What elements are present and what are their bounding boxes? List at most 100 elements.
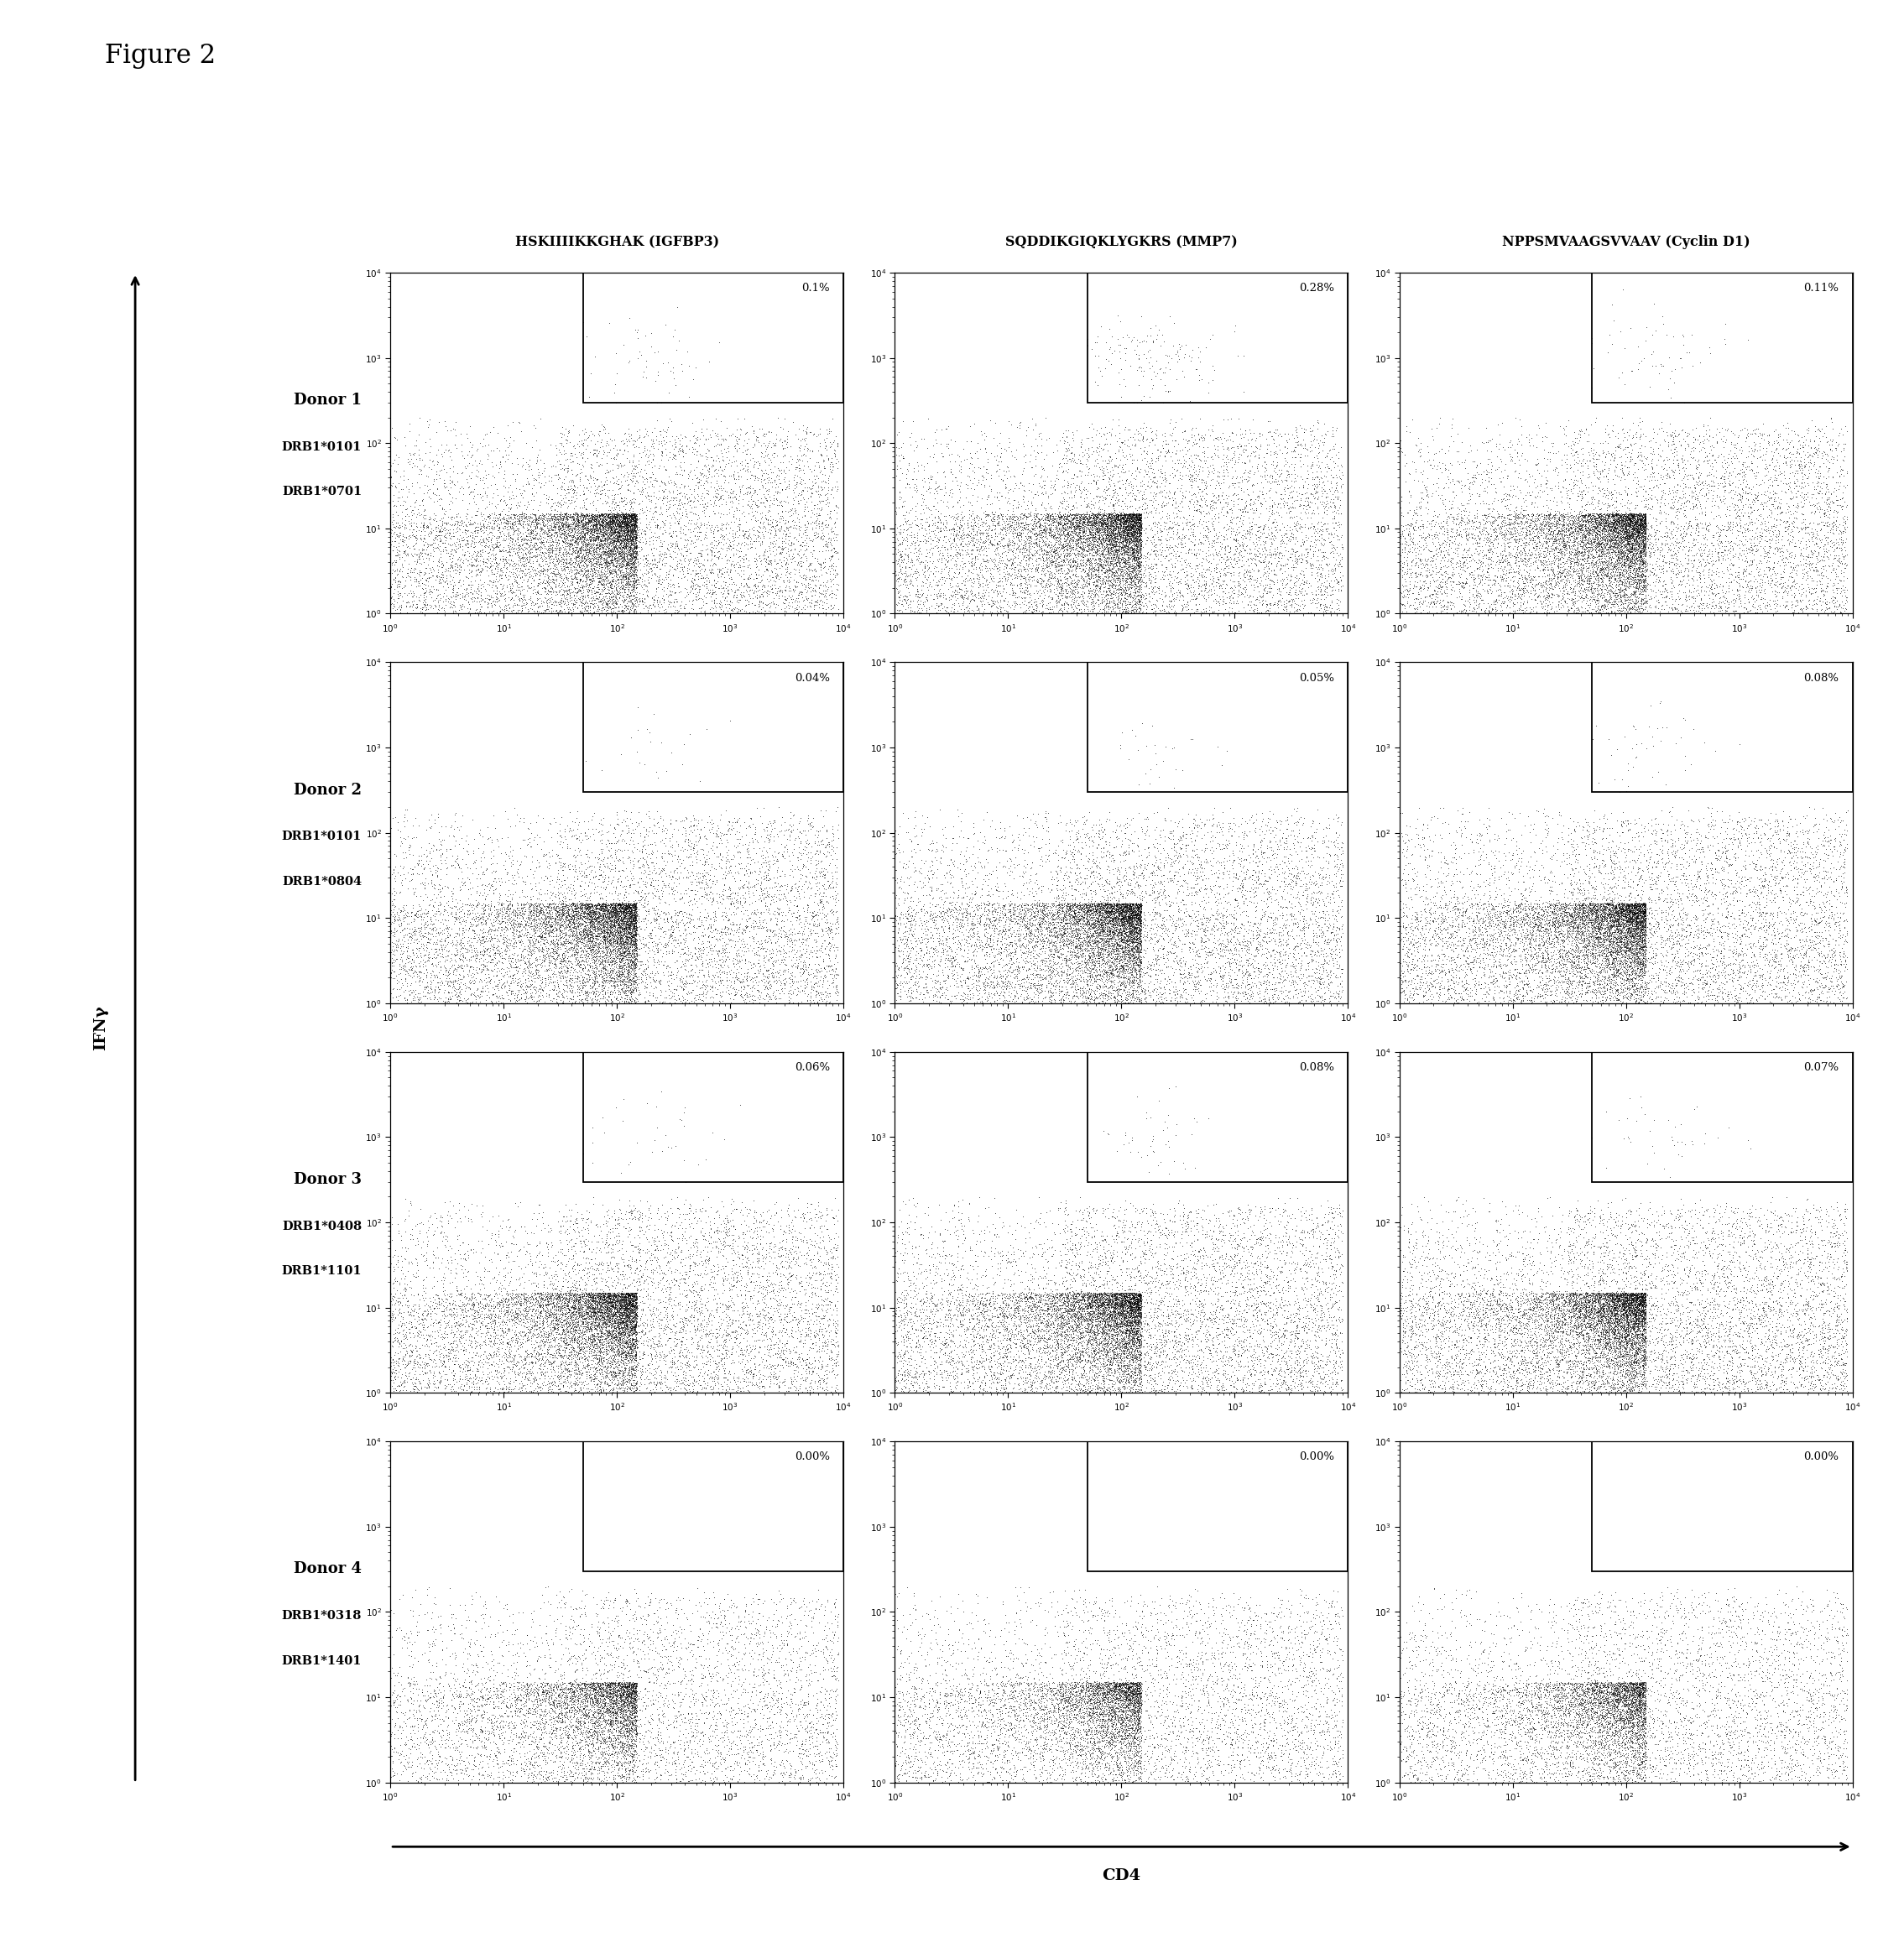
Point bbox=[1683, 466, 1714, 497]
Point bbox=[1116, 1313, 1146, 1344]
Point bbox=[1121, 1286, 1152, 1317]
Point bbox=[937, 900, 967, 931]
Point bbox=[1030, 937, 1061, 968]
Point bbox=[1047, 545, 1078, 577]
Point bbox=[1116, 1299, 1146, 1330]
Point bbox=[1114, 506, 1144, 538]
Point bbox=[428, 1297, 459, 1329]
Point bbox=[1584, 518, 1615, 549]
Point bbox=[725, 1288, 756, 1319]
Point bbox=[1797, 1358, 1828, 1389]
Point bbox=[1116, 512, 1146, 543]
Point bbox=[1087, 551, 1118, 582]
Point bbox=[428, 918, 459, 949]
Point bbox=[600, 1667, 630, 1699]
Point bbox=[1618, 542, 1649, 573]
Point bbox=[402, 1373, 432, 1405]
Point bbox=[1582, 927, 1613, 958]
Point bbox=[1415, 1636, 1445, 1667]
Point bbox=[1110, 1292, 1140, 1323]
Point bbox=[958, 980, 988, 1011]
Point bbox=[910, 1262, 941, 1293]
Point bbox=[545, 1210, 575, 1241]
Point bbox=[1325, 464, 1356, 495]
Point bbox=[1036, 968, 1066, 999]
Point bbox=[1180, 941, 1211, 972]
Point bbox=[992, 1736, 1022, 1767]
Point bbox=[1658, 1262, 1689, 1293]
Point bbox=[1542, 1344, 1573, 1375]
Point bbox=[1601, 1219, 1632, 1251]
Point bbox=[1203, 1286, 1234, 1317]
Point bbox=[817, 1329, 847, 1360]
Point bbox=[1055, 933, 1085, 964]
Point bbox=[1169, 448, 1200, 479]
Point bbox=[1809, 534, 1839, 565]
Point bbox=[1571, 1319, 1601, 1350]
Point bbox=[1626, 906, 1656, 937]
Point bbox=[754, 824, 784, 855]
Point bbox=[982, 888, 1013, 919]
Point bbox=[560, 1249, 590, 1280]
Point bbox=[1106, 982, 1137, 1013]
Point bbox=[605, 1307, 636, 1338]
Point bbox=[571, 914, 602, 945]
Point bbox=[1120, 543, 1150, 575]
Point bbox=[1059, 1679, 1089, 1710]
Point bbox=[1615, 1293, 1645, 1325]
Point bbox=[579, 503, 609, 534]
Point bbox=[670, 978, 701, 1009]
Point bbox=[1615, 1360, 1645, 1391]
Point bbox=[737, 1251, 767, 1282]
Point bbox=[948, 1303, 979, 1334]
Point bbox=[579, 904, 609, 935]
Point bbox=[1038, 1334, 1068, 1366]
Point bbox=[491, 1344, 522, 1375]
Point bbox=[882, 1266, 912, 1297]
Point bbox=[1171, 818, 1201, 849]
Point bbox=[594, 953, 625, 984]
Point bbox=[1262, 1221, 1293, 1253]
Point bbox=[1085, 896, 1116, 927]
Point bbox=[735, 1336, 765, 1367]
Point bbox=[1045, 1192, 1076, 1223]
Point bbox=[419, 573, 449, 604]
Point bbox=[1123, 900, 1154, 931]
Point bbox=[1670, 838, 1700, 869]
Point bbox=[1146, 1346, 1177, 1377]
Point bbox=[455, 955, 486, 986]
Point bbox=[1106, 923, 1137, 955]
Point bbox=[1603, 503, 1634, 534]
Point bbox=[1234, 1327, 1264, 1358]
Point bbox=[1594, 1751, 1624, 1782]
Point bbox=[1573, 935, 1603, 966]
Point bbox=[1026, 1338, 1057, 1369]
Point bbox=[1040, 1278, 1070, 1309]
Point bbox=[592, 1290, 623, 1321]
Point bbox=[585, 1313, 615, 1344]
Point bbox=[988, 1286, 1019, 1317]
Point bbox=[1384, 1284, 1415, 1315]
Point bbox=[1603, 921, 1634, 953]
Point bbox=[1036, 501, 1066, 532]
Point bbox=[1262, 460, 1293, 491]
Point bbox=[556, 1592, 586, 1623]
Point bbox=[1127, 857, 1158, 888]
Point bbox=[1101, 904, 1131, 935]
Point bbox=[1114, 908, 1144, 939]
Point bbox=[1590, 1280, 1620, 1311]
Point bbox=[922, 1295, 952, 1327]
Point bbox=[596, 1282, 626, 1313]
Point bbox=[1588, 1292, 1618, 1323]
Point bbox=[1093, 1280, 1123, 1311]
Point bbox=[1761, 855, 1792, 886]
Point bbox=[1051, 1309, 1081, 1340]
Point bbox=[1818, 956, 1849, 988]
Point bbox=[1401, 561, 1432, 592]
Point bbox=[617, 1369, 647, 1401]
Point bbox=[522, 894, 552, 925]
Point bbox=[1002, 518, 1032, 549]
Point bbox=[666, 1666, 697, 1697]
Point bbox=[388, 976, 419, 1007]
Point bbox=[1281, 516, 1312, 547]
